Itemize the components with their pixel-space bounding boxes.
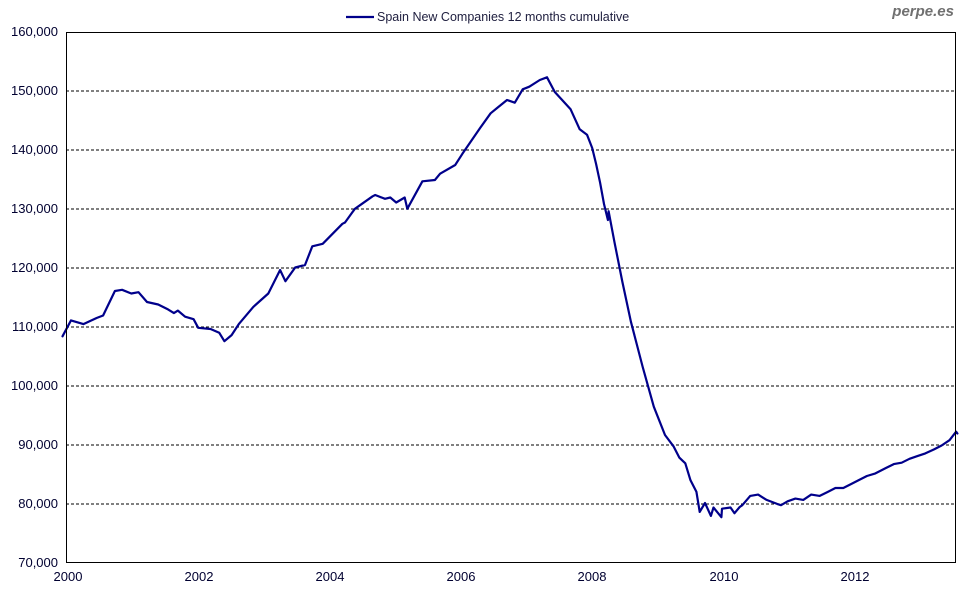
svg-text:2000: 2000 [54,569,83,584]
svg-text:80,000: 80,000 [18,496,58,511]
svg-text:2004: 2004 [316,569,345,584]
svg-text:160,000: 160,000 [11,24,58,39]
svg-text:2006: 2006 [447,569,476,584]
svg-text:Spain New Companies 12 months: Spain New Companies 12 months cumulative [377,10,629,24]
svg-text:110,000: 110,000 [12,319,58,334]
svg-text:130,000: 130,000 [11,201,58,216]
svg-text:70,000: 70,000 [18,555,58,570]
svg-text:2010: 2010 [710,569,739,584]
svg-text:100,000: 100,000 [11,378,58,393]
svg-text:2002: 2002 [185,569,214,584]
svg-text:150,000: 150,000 [11,83,58,98]
svg-text:2012: 2012 [841,569,870,584]
svg-text:90,000: 90,000 [18,437,58,452]
svg-text:2008: 2008 [578,569,607,584]
svg-text:120,000: 120,000 [11,260,58,275]
svg-text:140,000: 140,000 [11,142,58,157]
